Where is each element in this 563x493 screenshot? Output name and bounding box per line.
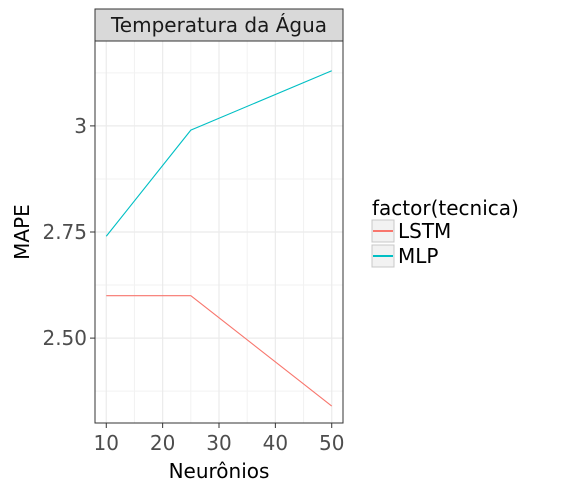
y-axis-ticks: 2.50 2.75 3: [42, 114, 95, 350]
y-tick-label: 3: [74, 114, 87, 138]
series-line-mlp: [105, 70, 332, 237]
x-tick-label: 40: [263, 431, 288, 455]
y-axis-title: MAPE: [10, 204, 34, 260]
x-tick-label: 20: [150, 431, 175, 455]
x-axis-ticks: 10 20 30 40 50: [94, 423, 344, 455]
major-grid: [95, 41, 343, 423]
x-axis-title: Neurônios: [169, 459, 270, 483]
facet-strip: [94, 8, 344, 42]
x-tick-label: 50: [319, 431, 344, 455]
y-tick-label: 2.75: [42, 220, 87, 244]
legend-label: MLP: [398, 244, 438, 268]
x-tick-label: 30: [206, 431, 231, 455]
y-tick-label: 2.50: [42, 326, 87, 350]
x-tick-label: 10: [94, 431, 119, 455]
facet-title: Temperatura da Água: [110, 13, 327, 37]
legend-label: LSTM: [398, 219, 451, 243]
legend-title: factor(tecnica): [372, 196, 519, 220]
series-layer: [105, 70, 333, 407]
series-line-lstm: [106, 295, 333, 407]
